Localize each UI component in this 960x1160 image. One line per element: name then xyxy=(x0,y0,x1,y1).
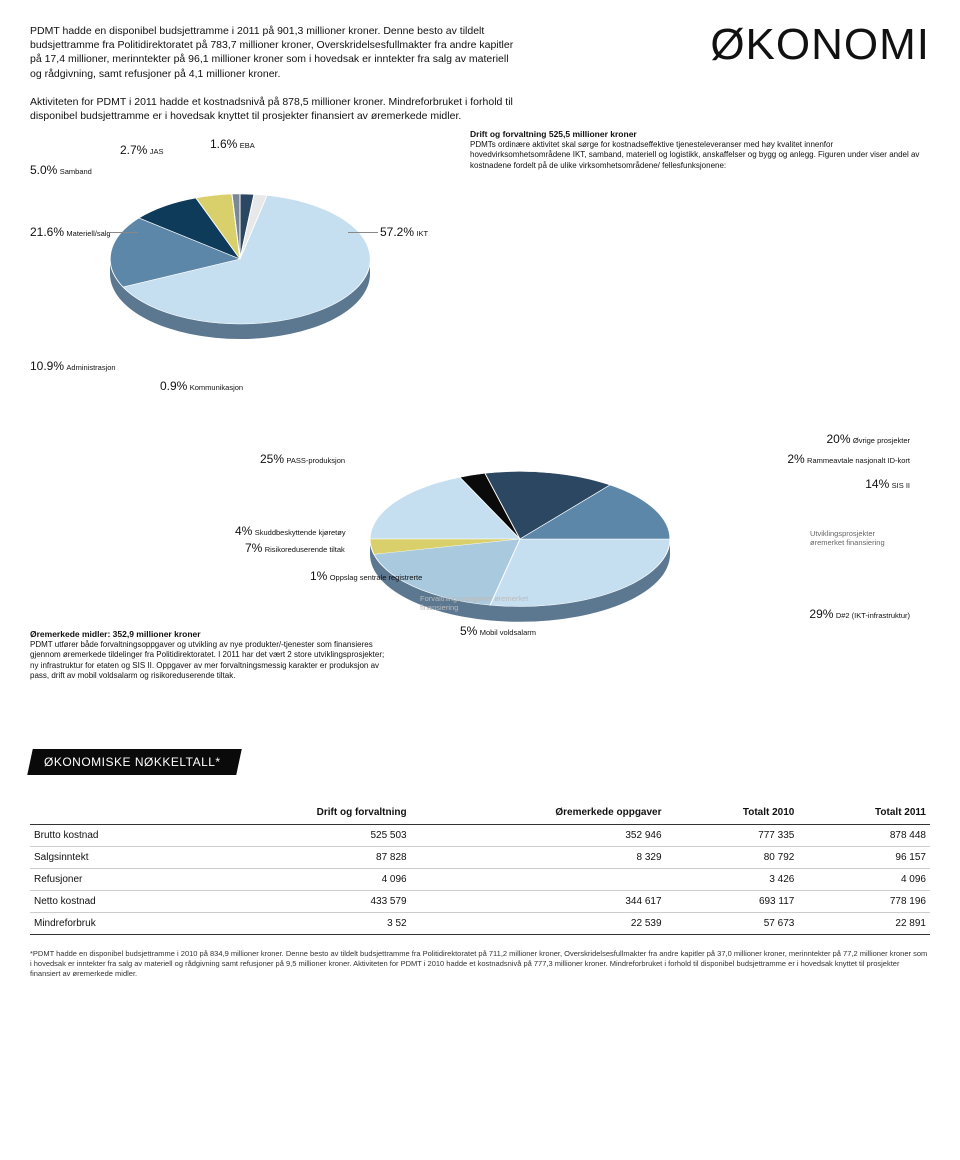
lbl-kom-pct: 0.9% xyxy=(160,379,187,393)
table-title-box: ØKONOMISKE NØKKELTALL* xyxy=(27,749,241,775)
intro-paragraph-2: Aktiviteten for PDMT i 2011 hadde et kos… xyxy=(30,95,520,123)
lbl-eba-name: EBA xyxy=(240,141,255,150)
c2-ramme-name: Rammeavtale nasjonalt ID-kort xyxy=(807,456,910,465)
nokkeltall-table: Drift og forvaltningØremerkede oppgaverT… xyxy=(30,801,930,935)
c2-ramme-pct: 2% xyxy=(787,452,804,466)
footnote: *PDMT hadde en disponibel budsjettramme … xyxy=(30,949,930,978)
lbl-ikt-name: IKT xyxy=(416,229,428,238)
table-header: Totalt 2011 xyxy=(798,801,930,825)
c2-d2-pct: 29% xyxy=(809,607,833,621)
lbl-admin-name: Administrasjon xyxy=(66,363,115,372)
lbl-samb-name: Samband xyxy=(60,167,92,176)
c2-ovrige-name: Øvrige prosjekter xyxy=(853,436,910,445)
c2-mobil-pct: 5% xyxy=(460,624,477,638)
table-row: Netto kostnad433 579344 617693 117778 19… xyxy=(30,891,930,913)
lbl-samb-pct: 5.0% xyxy=(30,163,57,177)
table-header xyxy=(30,801,192,825)
lbl-admin-pct: 10.9% xyxy=(30,359,64,373)
c2-risiko-pct: 7% xyxy=(245,541,262,555)
lbl-mat-name: Materiell/salg xyxy=(66,229,110,238)
table-row: Brutto kostnad525 503352 946777 335878 4… xyxy=(30,825,930,847)
table-header: Øremerkede oppgaver xyxy=(411,801,666,825)
right1-heading: Drift og forvaltning 525,5 millioner kro… xyxy=(470,129,930,140)
right1-body: PDMTs ordinære aktivitet skal sørge for … xyxy=(470,140,930,171)
pie-chart-drift: 57.2% IKT 21.6% Materiell/salg 5.0% Samb… xyxy=(30,129,450,359)
c2-risiko-name: Risikoreduserende tiltak xyxy=(265,545,345,554)
caption-forvaltning: Forvaltningsoppgaver øremerket finansier… xyxy=(420,594,530,612)
c2-pass-name: PASS-produksjon xyxy=(286,456,345,465)
lbl-mat-pct: 21.6% xyxy=(30,225,64,239)
table-row: Mindreforbruk3 5222 53957 67322 891 xyxy=(30,913,930,935)
c2-opp-name: Oppslag sentrale registrerte xyxy=(330,573,423,582)
c2-d2-name: D#2 (IKT-infrastruktur) xyxy=(836,611,910,620)
c2-pass-pct: 25% xyxy=(260,452,284,466)
lbl-kom-name: Kommunikasjon xyxy=(190,383,243,392)
c2-skudd-name: Skuddbeskyttende kjøretøy xyxy=(255,528,346,537)
lbl-eba-pct: 1.6% xyxy=(210,137,237,151)
lbl-jas-name: JAS xyxy=(150,147,164,156)
table-header: Drift og forvaltning xyxy=(192,801,411,825)
c2-skudd-pct: 4% xyxy=(235,524,252,538)
table-row: Salgsinntekt87 8288 32980 79296 157 xyxy=(30,847,930,869)
c2-opp-pct: 1% xyxy=(310,569,327,583)
bottom-left-body: PDMT utfører både forvaltningsoppgaver o… xyxy=(30,640,390,682)
c2-sis-name: SIS II xyxy=(892,481,910,490)
c2-sis-pct: 14% xyxy=(865,477,889,491)
lbl-jas-pct: 2.7% xyxy=(120,143,147,157)
bottom-left-heading: Øremerkede midler: 352,9 millioner krone… xyxy=(30,629,390,640)
pie-chart-oremerkede: 20% Øvrige prosjekter 2% Rammeavtale nas… xyxy=(30,429,930,709)
page-title: ØKONOMI xyxy=(710,20,930,70)
lbl-ikt-pct: 57.2% xyxy=(380,225,414,239)
table-header: Totalt 2010 xyxy=(666,801,799,825)
c2-ovrige-pct: 20% xyxy=(826,432,850,446)
caption-utvikling: Utviklingsprosjekter øremerket finansier… xyxy=(810,529,910,547)
table-row: Refusjoner4 0963 4264 096 xyxy=(30,869,930,891)
c2-mobil-name: Mobil voldsalarm xyxy=(480,628,536,637)
intro-paragraph-1: PDMT hadde en disponibel budsjettramme i… xyxy=(30,24,520,81)
